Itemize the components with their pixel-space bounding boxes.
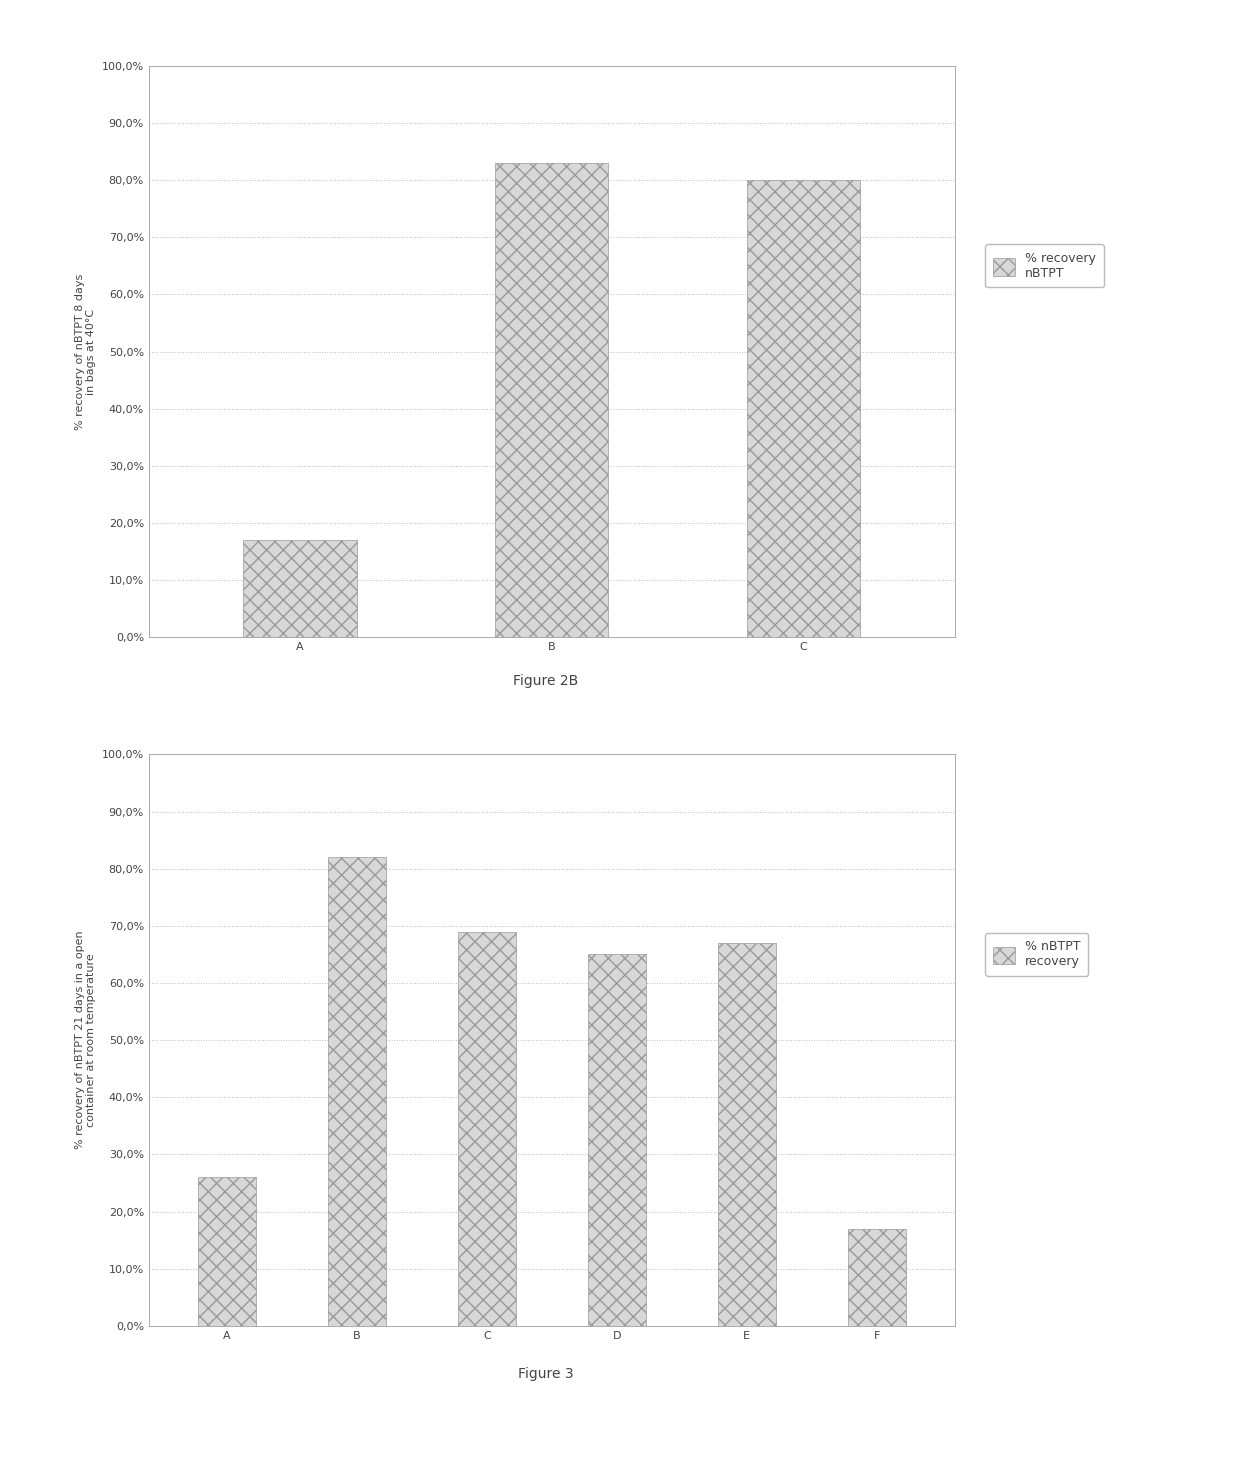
- Bar: [458, 932, 516, 1326]
- Bar: [327, 857, 386, 1326]
- Bar: [718, 943, 776, 1326]
- Text: Figure 2B: Figure 2B: [513, 674, 578, 689]
- Y-axis label: % recovery of nBTPT 8 days
in bags at 40°C: % recovery of nBTPT 8 days in bags at 40…: [74, 274, 97, 429]
- Y-axis label: % recovery of nBTPT 21 days in a open
container at room temperature: % recovery of nBTPT 21 days in a open co…: [74, 930, 97, 1150]
- Bar: [746, 180, 861, 637]
- Bar: [848, 1229, 906, 1326]
- Text: Figure 3: Figure 3: [518, 1367, 573, 1381]
- Bar: [588, 955, 646, 1326]
- Legend: % nBTPT
recovery: % nBTPT recovery: [986, 933, 1089, 976]
- Legend: % recovery
nBTPT: % recovery nBTPT: [986, 245, 1104, 287]
- Bar: [495, 163, 609, 637]
- Bar: [197, 1178, 255, 1326]
- Bar: [243, 541, 357, 637]
